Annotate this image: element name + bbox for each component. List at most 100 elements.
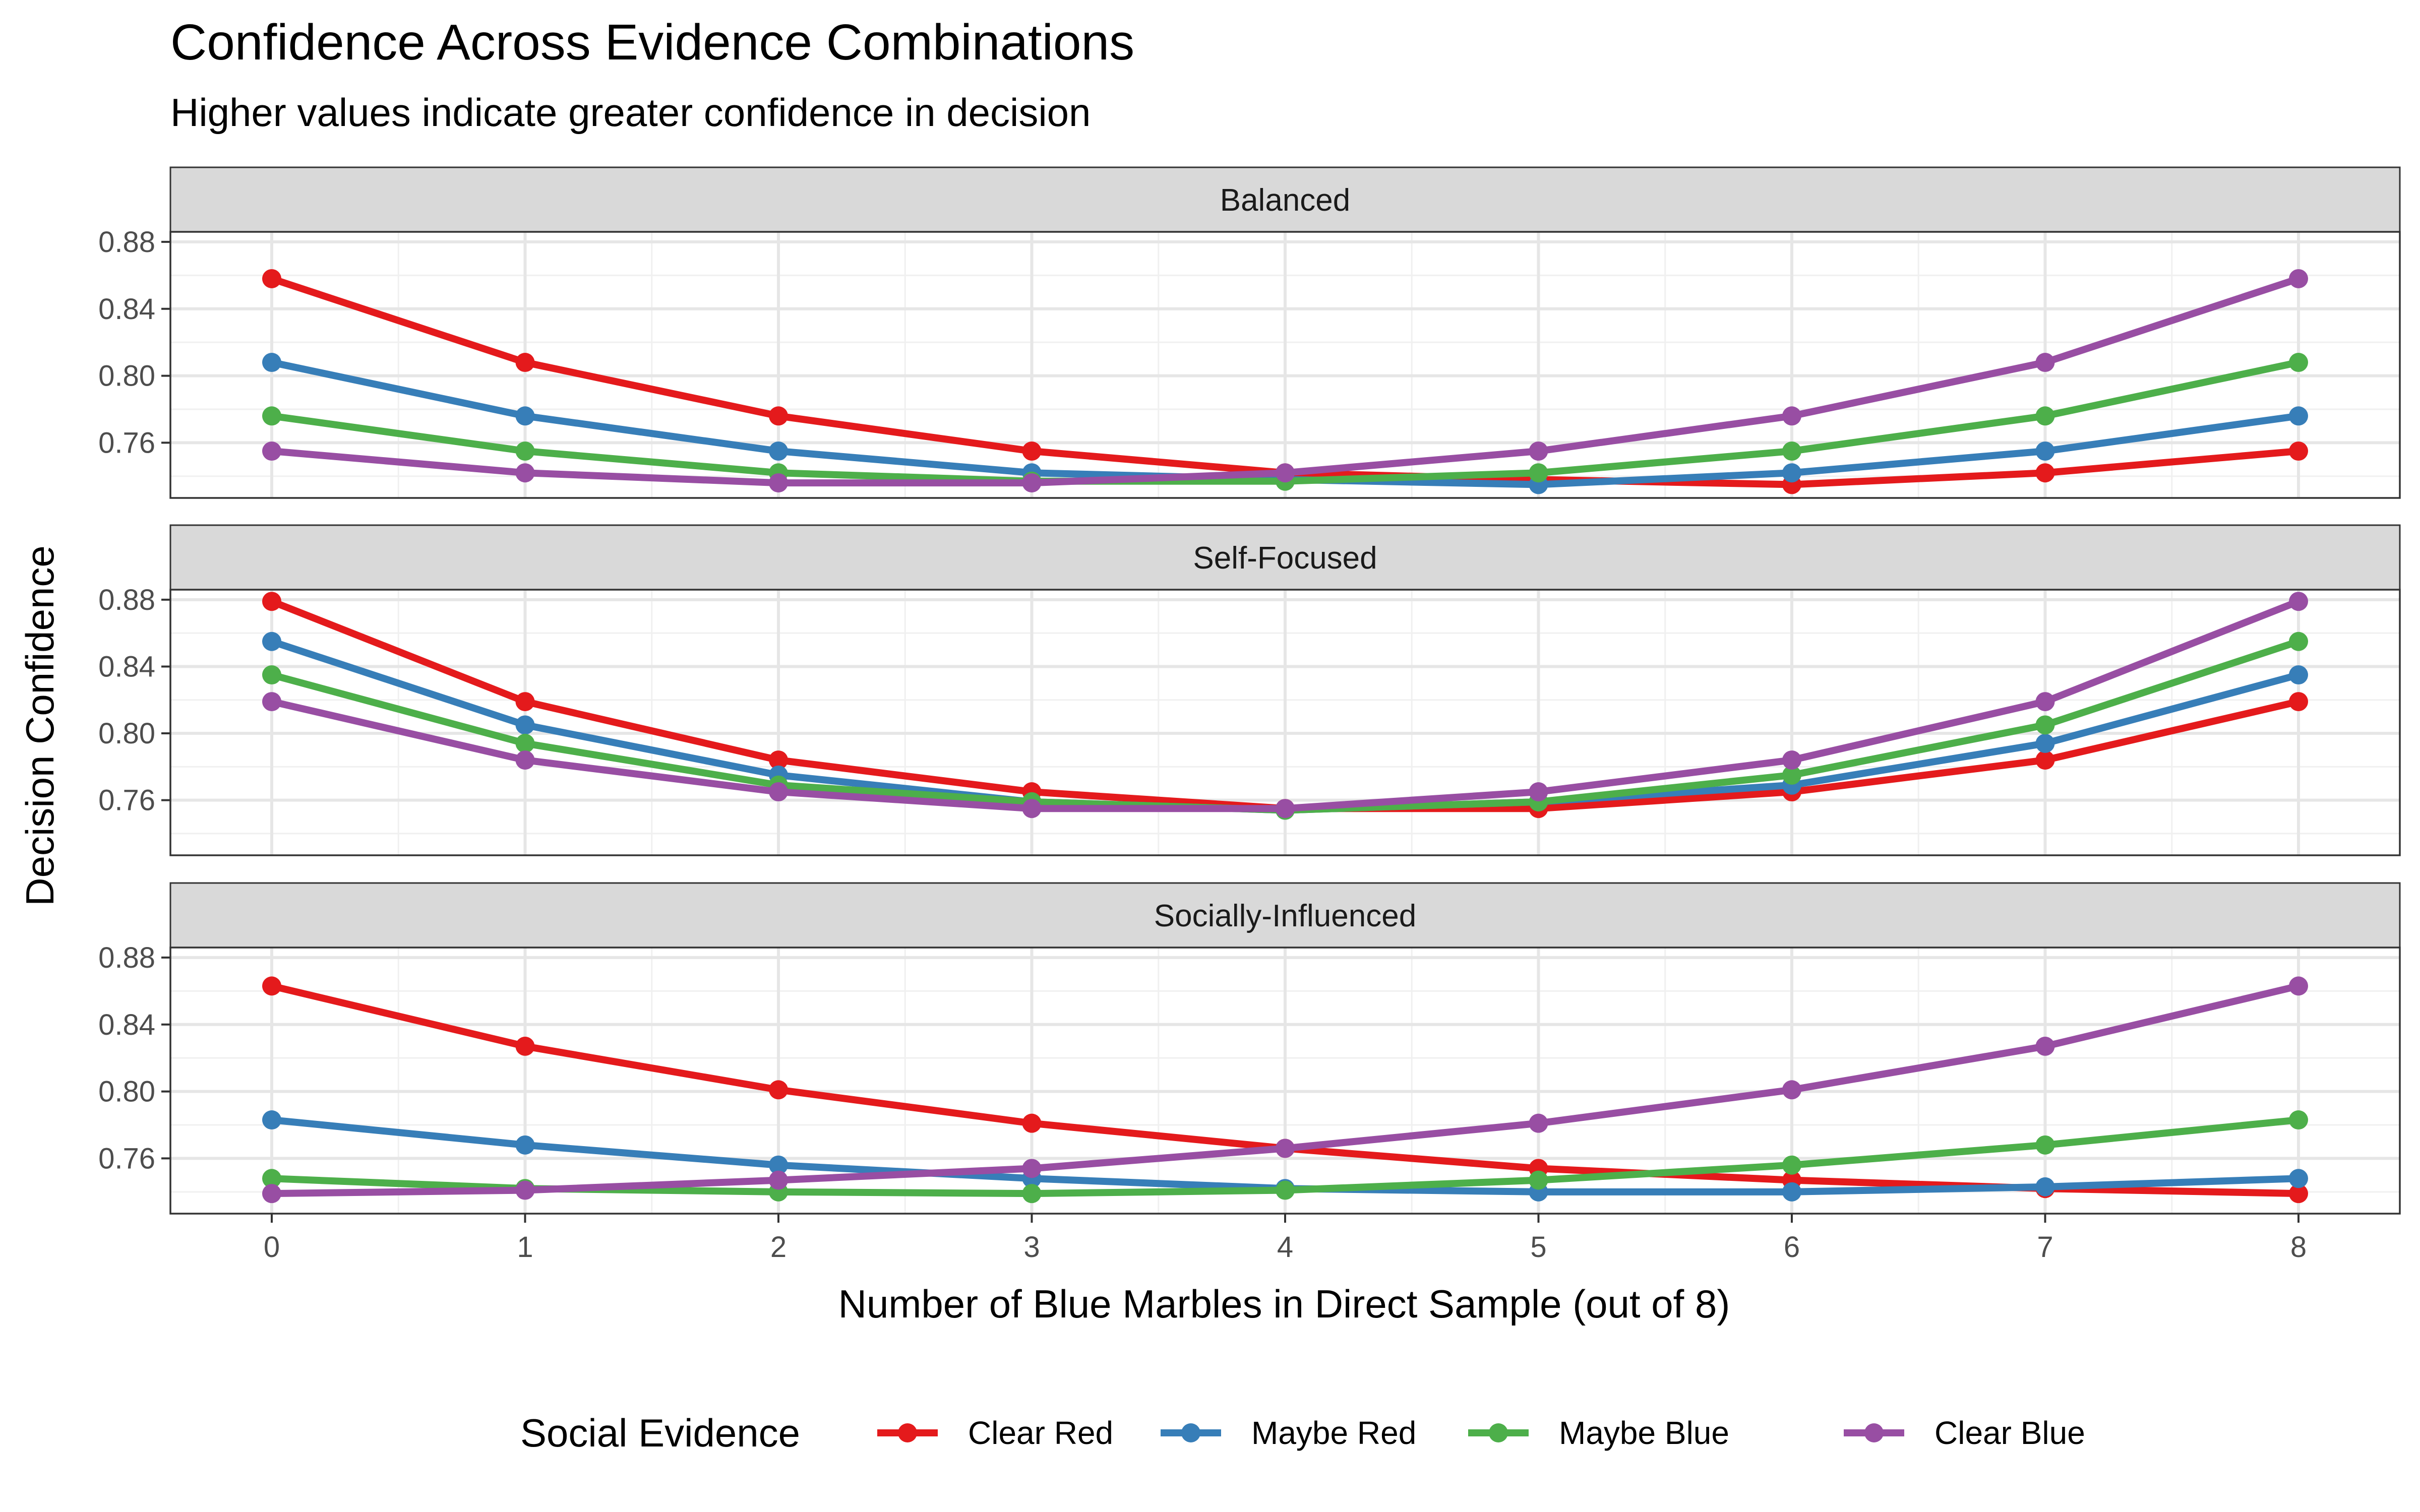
facet-strip-label: Self-Focused	[1193, 541, 1377, 576]
data-point	[1529, 463, 1548, 483]
legend-item: Maybe Blue	[1468, 1415, 1729, 1451]
x-tick-label: 3	[1023, 1231, 1040, 1264]
x-tick-label: 7	[2037, 1231, 2053, 1264]
data-point	[262, 1110, 281, 1130]
data-point	[1529, 782, 1548, 802]
legend-title: Social Evidence	[520, 1411, 800, 1455]
data-point	[515, 406, 535, 426]
data-point	[769, 1080, 788, 1100]
data-point	[1782, 1155, 1801, 1175]
data-point	[515, 733, 535, 753]
data-point	[2035, 442, 2055, 461]
data-point	[769, 1155, 788, 1175]
data-point	[1276, 1139, 1295, 1158]
x-tick-label: 4	[1277, 1231, 1293, 1264]
data-point	[262, 592, 281, 611]
data-point	[515, 353, 535, 372]
legend-label: Clear Red	[968, 1415, 1113, 1451]
y-tick-label: 0.76	[98, 784, 155, 817]
chart-title: Confidence Across Evidence Combinations	[170, 14, 1134, 71]
data-point	[1782, 1182, 1801, 1202]
x-tick-label: 1	[517, 1231, 533, 1264]
x-axis-title: Number of Blue Marbles in Direct Sample …	[838, 1282, 1730, 1326]
data-point	[515, 463, 535, 483]
data-point	[262, 665, 281, 685]
data-point	[1782, 1080, 1801, 1100]
data-point	[262, 692, 281, 712]
data-point	[2289, 665, 2308, 685]
facet-panel: Balanced 0.76 0.80 0.84 0.88	[98, 166, 2401, 499]
facet-panel: Self-Focused 0.76 0.80 0.84 0.88	[98, 524, 2401, 856]
data-point	[262, 632, 281, 651]
x-tick-label: 0	[264, 1231, 280, 1264]
data-point	[2035, 1177, 2055, 1196]
data-point	[2035, 406, 2055, 426]
x-tick-label: 2	[770, 1231, 786, 1264]
data-point	[2289, 692, 2308, 712]
data-point	[1529, 442, 1548, 461]
data-point	[262, 442, 281, 461]
data-point	[2035, 1036, 2055, 1056]
series-clear-blue	[262, 976, 2308, 1204]
data-point	[1529, 1113, 1548, 1133]
data-point	[515, 1135, 535, 1155]
legend-label: Maybe Blue	[1559, 1415, 1729, 1451]
plot-panel-border	[169, 589, 2401, 856]
data-point	[1782, 765, 1801, 785]
data-point	[2289, 632, 2308, 651]
legend-item: Clear Blue	[1844, 1415, 2085, 1451]
data-point	[262, 976, 281, 996]
y-tick-label: 0.84	[98, 1009, 155, 1041]
data-point	[769, 473, 788, 493]
data-point	[2289, 269, 2308, 288]
y-tick-label: 0.80	[98, 717, 155, 750]
data-point	[515, 442, 535, 461]
series-clear-blue	[262, 592, 2308, 818]
y-tick-label: 0.88	[98, 584, 155, 616]
data-point	[1022, 442, 1042, 461]
y-tick-label: 0.80	[98, 360, 155, 393]
data-point	[1782, 750, 1801, 770]
data-point	[2035, 715, 2055, 735]
data-point	[2289, 1169, 2308, 1188]
data-point	[1276, 799, 1295, 818]
legend-key-point	[1181, 1423, 1200, 1442]
data-point	[1022, 1184, 1042, 1204]
y-tick-label: 0.76	[98, 1142, 155, 1175]
y-tick-label: 0.76	[98, 426, 155, 459]
y-tick-label: 0.84	[98, 650, 155, 683]
data-point	[515, 715, 535, 735]
facet-strip	[169, 882, 2401, 949]
legend-label: Maybe Red	[1251, 1415, 1416, 1451]
data-point	[2035, 463, 2055, 483]
facet-strip	[169, 166, 2401, 233]
data-point	[2289, 353, 2308, 372]
data-point	[1276, 1180, 1295, 1200]
data-point	[2035, 353, 2055, 372]
data-point	[262, 1184, 281, 1204]
data-point	[1022, 1159, 1042, 1178]
y-tick-label: 0.80	[98, 1076, 155, 1108]
data-point	[1022, 1113, 1042, 1133]
x-axis: 0 1 2 3 4 5 6 7 8	[264, 1214, 2307, 1264]
data-point	[769, 782, 788, 802]
series-clear-blue	[262, 269, 2308, 493]
data-point	[769, 750, 788, 770]
data-point	[515, 1180, 535, 1200]
facet-strip-label: Socially-Influenced	[1154, 899, 1416, 933]
data-point	[2035, 733, 2055, 753]
data-point	[2289, 592, 2308, 611]
x-tick-label: 6	[1784, 1231, 1800, 1264]
y-tick-label: 0.88	[98, 226, 155, 259]
data-point	[262, 353, 281, 372]
data-point	[515, 750, 535, 770]
data-point	[1529, 1170, 1548, 1190]
data-point	[2289, 1184, 2308, 1204]
x-tick-label: 5	[1530, 1231, 1546, 1264]
data-point	[1782, 406, 1801, 426]
facet-panel: Socially-Influenced 0.76 0.80 0.84 0.88	[98, 882, 2401, 1215]
data-point	[1276, 463, 1295, 483]
data-point	[769, 442, 788, 461]
data-point	[515, 692, 535, 712]
